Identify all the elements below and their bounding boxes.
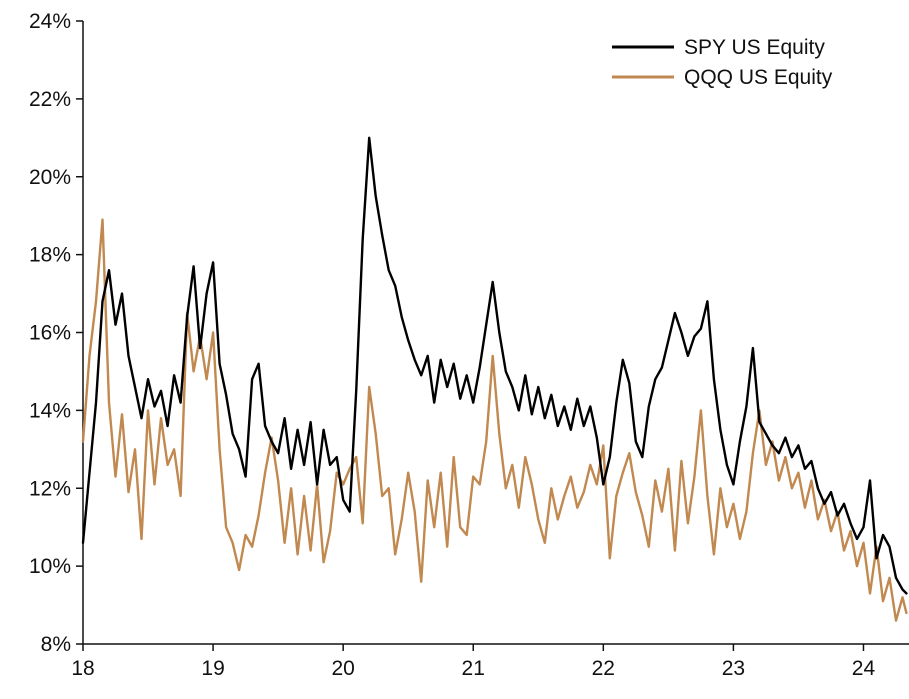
- x-tick-label: 23: [722, 657, 745, 680]
- y-tick-label: 18%: [29, 244, 71, 267]
- y-tick-label: 10%: [29, 555, 71, 578]
- x-tick-label: 21: [462, 657, 485, 680]
- axes: 8% 10% 12% 14% 16% 18% 20% 22% 24% 18 19 20 21 22 23 24: [29, 10, 909, 680]
- series-line-spy: [81, 136, 908, 595]
- y-tick-label: 20%: [29, 166, 71, 189]
- y-tick-label: 24%: [29, 10, 71, 33]
- legend: SPY US Equity QQQ US Equity: [612, 36, 833, 89]
- x-tick-label: 24: [852, 657, 876, 680]
- series-layer: [81, 136, 908, 622]
- legend-label: QQQ US Equity: [684, 66, 833, 89]
- series-line-qqq: [81, 218, 908, 622]
- x-tick-label: 20: [331, 657, 354, 680]
- y-tick-label: 12%: [29, 477, 71, 500]
- y-tick-label: 14%: [29, 399, 71, 422]
- x-tick-label: 22: [592, 657, 615, 680]
- y-tick-label: 8%: [41, 633, 71, 656]
- x-tick-label: 18: [71, 657, 94, 680]
- x-tick-label: 19: [201, 657, 224, 680]
- legend-label: SPY US Equity: [684, 36, 825, 59]
- y-tick-label: 22%: [29, 88, 71, 111]
- y-tick-label: 16%: [29, 322, 71, 345]
